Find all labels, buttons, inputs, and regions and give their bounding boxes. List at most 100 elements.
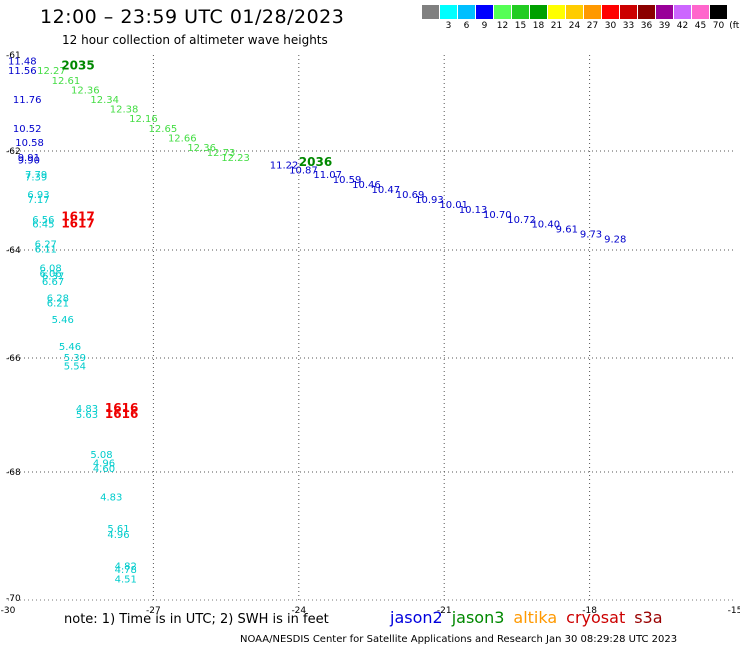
legend-swatch [692, 5, 709, 19]
pass-time-label: 2036 [299, 155, 332, 169]
wave-height-value: 5.63 [76, 410, 98, 421]
wave-height-value: 6.93 [27, 190, 49, 201]
pass-time-label: 1617 [61, 217, 94, 231]
wave-height-value: 12.34 [90, 95, 119, 106]
lon-tick-label: -30 [1, 606, 16, 616]
wave-height-value: 7.79 [25, 170, 47, 181]
wave-height-value: 10.40 [531, 220, 560, 231]
wave-height-value: 4.82 [115, 562, 137, 573]
lon-tick-label: -18 [582, 606, 597, 616]
wave-height-value: 5.46 [59, 342, 81, 353]
legend-label: 30 [604, 21, 617, 31]
pass-time-label: 1616 [105, 407, 138, 421]
satellite-name: jason2 [390, 608, 443, 627]
satellite-name: cryosat [566, 608, 626, 627]
pass-time-label: 1617 [61, 209, 94, 223]
wave-height-value: 4.83 [100, 492, 122, 503]
wave-height-value: 9.73 [580, 230, 602, 241]
wave-height-value: 10.70 [483, 210, 512, 221]
legend-swatch [566, 5, 583, 19]
legend-label: 36 [640, 21, 653, 31]
lat-tick-label: -70 [6, 594, 21, 604]
wave-height-value: 6.27 [35, 240, 57, 251]
legend-label: 12 [496, 21, 509, 31]
legend-swatch [422, 5, 439, 19]
map-subtitle: 12 hour collection of altimeter wave hei… [62, 33, 328, 47]
wave-height-value: 12.65 [149, 124, 178, 135]
wave-height-value: 9.90 [18, 155, 40, 166]
legend-label: 27 [586, 21, 599, 31]
legend-swatch [476, 5, 493, 19]
wave-height-value: 5.39 [64, 353, 86, 364]
wave-height-value: 12.36 [187, 143, 216, 154]
lat-tick-label: -66 [6, 354, 21, 364]
lat-tick-label: -61 [6, 51, 21, 61]
satellite-name: altika [513, 608, 558, 627]
legend-swatch [548, 5, 565, 19]
wave-height-value: 4.51 [115, 574, 137, 585]
legend-unit: (ft) [729, 21, 740, 31]
wave-height-value: 6.08 [40, 264, 62, 275]
legend-label: 21 [550, 21, 563, 31]
legend-swatch [656, 5, 673, 19]
lat-tick-label: -64 [6, 246, 21, 256]
wave-height-value: 6.21 [47, 299, 69, 310]
lat-tick-label: -62 [6, 147, 21, 157]
legend-swatch [512, 5, 529, 19]
legend-swatch [620, 5, 637, 19]
wave-height-value: 10.59 [333, 175, 362, 186]
wave-height-value: 10.52 [13, 124, 42, 135]
wave-height-value: 10.01 [439, 200, 468, 211]
wave-height-value: 10.69 [396, 190, 425, 201]
wave-height-value: 6.06 [40, 269, 62, 280]
lon-tick-label: -24 [291, 606, 306, 616]
satellite-name: s3a [634, 608, 663, 627]
legend-swatch [458, 5, 475, 19]
legend-label: 15 [514, 21, 527, 31]
legend-label: 6 [463, 21, 470, 31]
legend-label: 24 [568, 21, 581, 31]
satellite-legend: jason2 jason3 altika cryosat s3a [390, 608, 672, 627]
wave-height-value: 9.28 [604, 235, 626, 246]
wave-height-value: 12.16 [129, 114, 158, 125]
lon-tick-label: -27 [146, 606, 161, 616]
legend-swatch [602, 5, 619, 19]
wave-height-value: 9.61 [556, 225, 578, 236]
lon-tick-label: -15 [728, 606, 740, 616]
wave-height-value: 4.83 [76, 404, 98, 415]
legend-swatch [710, 5, 727, 19]
legend-swatch [494, 5, 511, 19]
legend-swatch [674, 5, 691, 19]
legend-label: 33 [622, 21, 635, 31]
legend-swatch [530, 5, 547, 19]
legend-swatch [440, 5, 457, 19]
wave-height-value: 11.76 [13, 95, 42, 106]
wave-height-value: 5.08 [90, 450, 112, 461]
pass-time-label: 1616 [105, 401, 138, 415]
wave-height-value: 7.17 [27, 195, 49, 206]
wave-height-value: 12.73 [207, 148, 236, 159]
wave-height-value: 12.23 [221, 153, 250, 164]
legend-swatch [638, 5, 655, 19]
wave-height-value: 4.78 [115, 565, 137, 576]
wave-height-value: 7.39 [25, 173, 47, 184]
wave-height-value: 11.48 [8, 57, 37, 68]
wave-height-value: 12.61 [52, 76, 81, 87]
legend-label: 3 [445, 21, 452, 31]
legend-label: 18 [532, 21, 545, 31]
lon-tick-label: -21 [437, 606, 452, 616]
legend-label: 45 [694, 21, 707, 31]
wave-height-value: 6.45 [32, 220, 54, 231]
wave-height-value: 12.66 [168, 133, 197, 144]
wave-height-value: 10.46 [352, 180, 381, 191]
wave-height-value: 10.72 [507, 215, 536, 226]
wave-height-value: 10.58 [15, 138, 44, 149]
wave-height-value: 12.27 [37, 66, 66, 77]
wave-height-value: 11.22 [270, 160, 299, 171]
wave-height-value: 12.38 [110, 105, 139, 116]
wave-height-value: 5.46 [52, 315, 74, 326]
wave-height-value: 11.07 [313, 170, 342, 181]
wave-height-value: 4.60 [93, 464, 115, 475]
wave-height-value: 5.61 [107, 524, 129, 535]
